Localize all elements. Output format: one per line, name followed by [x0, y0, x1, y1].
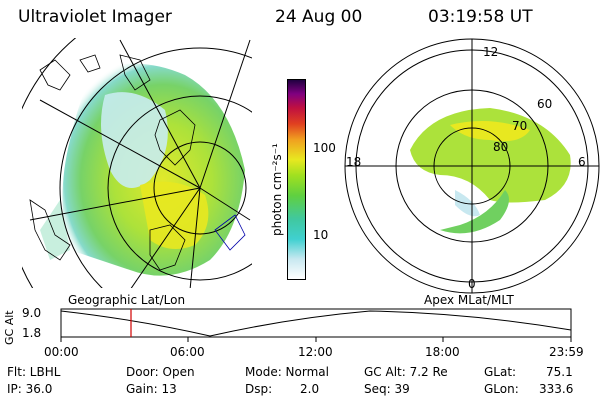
status-glon-label: GLon:: [484, 382, 519, 396]
mlat-label-80: 80: [493, 140, 509, 154]
mlt-label-18: 18: [346, 155, 362, 169]
xtick-1800: 18:00: [425, 345, 460, 359]
xtick-2359: 23:59: [549, 345, 584, 359]
status-dsp-value: 2.0: [300, 382, 320, 396]
status-gain: Gain: 13: [126, 382, 177, 396]
status-glon-value: 333.6: [539, 382, 574, 396]
mlt-label-0: 0: [468, 277, 476, 291]
colorbar: [287, 79, 306, 280]
status-flt: Flt: LBHL: [7, 365, 61, 379]
auroral-oval-right: [410, 108, 571, 203]
status-mode: Mode: Normal: [245, 365, 329, 379]
geographic-caption: Geographic Lat/Lon: [68, 293, 186, 307]
status-gc-alt: GC Alt: 7.2 Re: [364, 365, 448, 379]
colorbar-tick-100: 100: [313, 141, 336, 155]
status-dsp-label: Dsp:: [245, 382, 273, 396]
altitude-ytick-top: 9.0: [22, 306, 42, 320]
status-glat-value: 75.1: [546, 365, 573, 379]
mlt-label-6: 6: [578, 155, 586, 169]
time-label: 03:19:58 UT: [428, 7, 533, 27]
instrument-title: Ultraviolet Imager: [18, 7, 172, 27]
mlat-label-70: 70: [512, 119, 528, 133]
status-door: Door: Open: [126, 365, 195, 379]
xtick-0000: 00:00: [44, 345, 79, 359]
mlat-label-60: 60: [537, 97, 553, 111]
apex-caption: Apex MLat/MLT: [424, 293, 514, 307]
altitude-ytick-bottom: 1.8: [22, 326, 42, 340]
status-ip: IP: 36.0: [7, 382, 53, 396]
status-glat-label: GLat:: [484, 365, 517, 379]
date-label: 24 Aug 00: [275, 7, 363, 27]
xtick-0600: 06:00: [170, 345, 205, 359]
status-seq: Seq: 39: [364, 382, 410, 396]
mlt-label-12: 12: [483, 45, 499, 59]
xtick-1200: 12:00: [298, 345, 333, 359]
colorbar-tick-10: 10: [313, 228, 329, 242]
